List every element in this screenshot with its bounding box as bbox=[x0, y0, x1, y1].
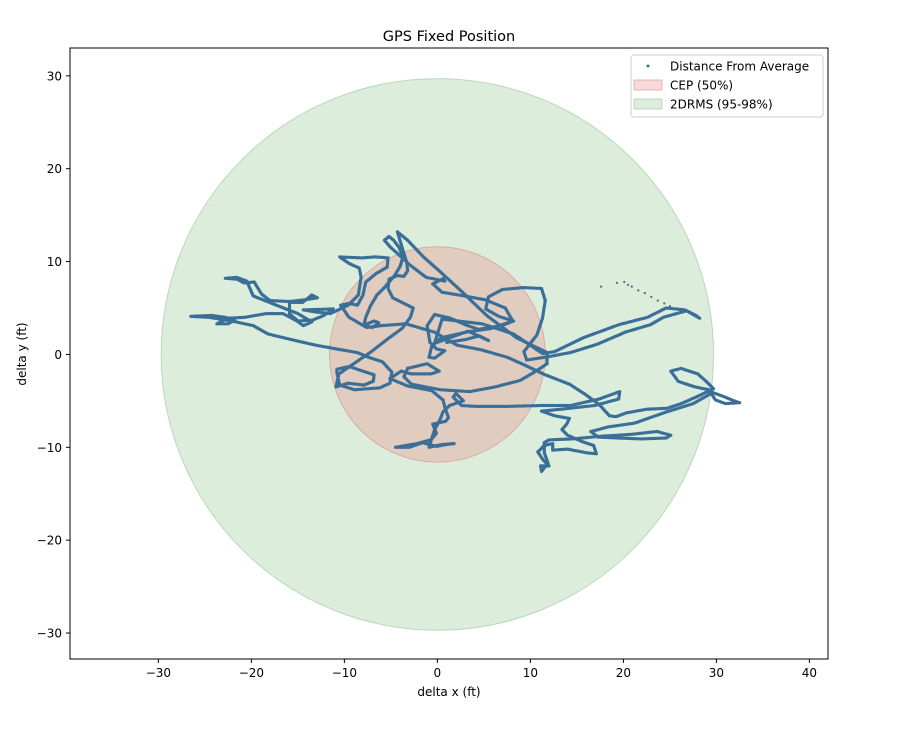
y-tick-label: 30 bbox=[47, 69, 62, 83]
data-point-3157 bbox=[363, 323, 367, 327]
x-tick-label: −30 bbox=[146, 666, 171, 680]
data-point-3165 bbox=[650, 295, 653, 298]
legend-label-cep: CEP (50%) bbox=[670, 79, 733, 93]
x-tick-label: −10 bbox=[332, 666, 357, 680]
y-axis: −30 −20 −10 0 10 20 30 bbox=[37, 69, 70, 641]
legend-patch-2drms bbox=[633, 98, 663, 110]
x-tick-label: 20 bbox=[616, 666, 631, 680]
data-point-3166 bbox=[656, 299, 659, 302]
x-tick-label: 30 bbox=[709, 666, 724, 680]
x-axis-label: delta x (ft) bbox=[417, 685, 480, 699]
data-point-3160 bbox=[623, 280, 626, 284]
x-tick-label: 40 bbox=[802, 666, 817, 680]
legend-label-distance: Distance From Average bbox=[670, 60, 809, 74]
y-tick-label: −10 bbox=[37, 441, 62, 455]
chart-title: GPS Fixed Position bbox=[383, 29, 515, 45]
y-axis-label: delta y (ft) bbox=[15, 322, 29, 385]
x-axis: −30 −20 −10 0 10 20 30 40 bbox=[146, 659, 817, 680]
y-tick-label: 10 bbox=[47, 255, 62, 269]
legend-patch-cep bbox=[633, 79, 663, 91]
data-point-3159 bbox=[615, 281, 619, 284]
data-point-3158 bbox=[600, 285, 603, 288]
data-point-3163 bbox=[637, 289, 640, 292]
data-point-3169 bbox=[674, 307, 677, 310]
data-point-3167 bbox=[663, 302, 666, 305]
data-point-3168 bbox=[668, 305, 672, 308]
plot-area bbox=[160, 78, 742, 631]
x-tick-label: 10 bbox=[523, 666, 538, 680]
legend-box bbox=[630, 54, 824, 118]
y-tick-label: −20 bbox=[37, 534, 62, 548]
y-tick-label: −30 bbox=[37, 627, 62, 641]
x-tick-label: −20 bbox=[239, 666, 264, 680]
data-point-3162 bbox=[630, 285, 633, 288]
points-layer bbox=[189, 230, 742, 473]
data-point-3164 bbox=[643, 292, 646, 295]
x-tick-label: 0 bbox=[434, 666, 442, 680]
plot-frame bbox=[69, 47, 829, 660]
legend: Distance From Average CEP (50%) 2DRMS (9… bbox=[630, 54, 824, 118]
legend-marker-distance bbox=[646, 64, 650, 68]
legend-label-2drms: 2DRMS (95-98%) bbox=[670, 98, 773, 112]
y-tick-label: 20 bbox=[47, 162, 62, 176]
y-tick-label: 0 bbox=[54, 348, 62, 362]
data-point-3161 bbox=[626, 283, 630, 286]
